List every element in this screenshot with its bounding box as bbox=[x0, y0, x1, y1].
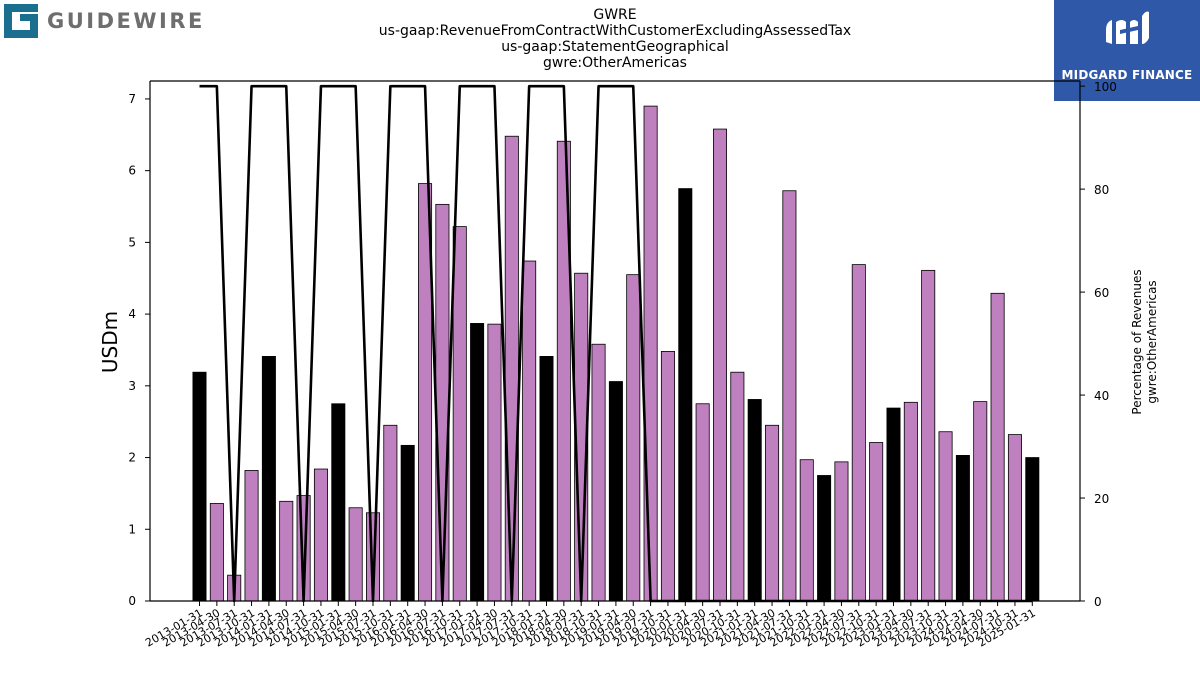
bar-2022-10-31 bbox=[869, 442, 884, 602]
bar-2023-01-31 bbox=[886, 407, 901, 602]
y2-tick-label: 80 bbox=[1094, 183, 1109, 197]
company-logo-text: GUIDEWIRE bbox=[47, 9, 205, 33]
bar-2021-07-31 bbox=[782, 190, 797, 602]
bar-2020-07-31 bbox=[713, 128, 728, 602]
bar-2024-10-31 bbox=[1007, 434, 1022, 602]
y2-tick-label: 100 bbox=[1094, 80, 1117, 94]
y2-tick-label: 40 bbox=[1094, 389, 1109, 403]
bar-2023-10-31 bbox=[938, 431, 953, 602]
bar-2017-01-31 bbox=[470, 323, 485, 602]
bar-2020-01-31 bbox=[678, 188, 693, 602]
bar-2022-07-31 bbox=[851, 264, 866, 602]
brand-logo-text: MIDGARD FINANCE bbox=[1061, 68, 1193, 82]
guidewire-logo-icon bbox=[4, 4, 38, 38]
bar-2024-04-30 bbox=[973, 401, 988, 602]
bar-2025-01-31 bbox=[1025, 457, 1040, 602]
y2-tick-label: 20 bbox=[1094, 492, 1109, 506]
bar-2021-04-30 bbox=[765, 424, 780, 602]
y-tick-label: 1 bbox=[128, 522, 136, 536]
y-axis-right-label-line-1: Percentage of Revenues bbox=[1130, 269, 1144, 414]
y2-tick-label: 60 bbox=[1094, 286, 1109, 300]
company-logo: GUIDEWIRE bbox=[4, 4, 205, 38]
bar-2013-01-31 bbox=[192, 371, 207, 602]
bar-2024-07-31 bbox=[990, 292, 1005, 602]
bar-2019-07-31 bbox=[643, 105, 658, 602]
bar-2013-10-31 bbox=[244, 470, 259, 602]
y-axis-right-label-line-2: gwre:OtherAmericas bbox=[1145, 280, 1159, 403]
y-tick-label: 6 bbox=[128, 164, 136, 178]
bar-2019-01-31 bbox=[608, 381, 623, 602]
bar-2020-10-31 bbox=[730, 371, 745, 602]
y-tick-label: 0 bbox=[128, 594, 136, 608]
bar-2023-07-31 bbox=[921, 269, 936, 602]
brand-logo: MIDGARD FINANCE bbox=[1054, 0, 1200, 101]
y-axis-left-label: USDm bbox=[98, 311, 122, 373]
bar-2024-01-31 bbox=[955, 454, 970, 602]
bar-2015-01-31 bbox=[331, 403, 346, 602]
bar-2015-04-30 bbox=[348, 507, 363, 602]
title-line-axis: us-gaap:StatementGeographical bbox=[501, 39, 729, 55]
bar-2021-10-31 bbox=[799, 459, 814, 602]
bar-2020-04-30 bbox=[695, 403, 710, 602]
title-line-concept: us-gaap:RevenueFromContractWithCustomerE… bbox=[378, 23, 852, 39]
bar-2017-10-31 bbox=[522, 260, 537, 602]
bar-2016-07-31 bbox=[435, 203, 450, 602]
y-tick-label: 4 bbox=[128, 307, 136, 321]
bar-2017-07-31 bbox=[504, 135, 519, 602]
bar-2019-10-31 bbox=[660, 350, 675, 602]
bar-2021-01-31 bbox=[747, 399, 762, 602]
bar-2016-01-31 bbox=[400, 444, 415, 602]
bar-2017-04-30 bbox=[487, 323, 502, 602]
bar-2018-10-31 bbox=[591, 343, 606, 602]
midgard-logo-icon bbox=[1106, 11, 1149, 44]
y-tick-label: 3 bbox=[128, 379, 136, 393]
y2-tick-label: 0 bbox=[1094, 595, 1102, 609]
y-tick-label: 5 bbox=[128, 235, 136, 249]
bar-2013-04-30 bbox=[209, 503, 224, 602]
bar-2014-10-31 bbox=[313, 468, 328, 602]
title-line-member: gwre:OtherAmericas bbox=[543, 55, 687, 71]
bar-2015-10-31 bbox=[383, 424, 398, 602]
bar-2016-10-31 bbox=[452, 226, 467, 602]
bar-2022-04-30 bbox=[834, 461, 849, 602]
bar-2023-04-30 bbox=[903, 401, 918, 602]
chart-title: GWRE us-gaap:RevenueFromContractWithCust… bbox=[300, 7, 930, 71]
bar-2018-01-31 bbox=[539, 356, 554, 602]
y-tick-label: 7 bbox=[128, 92, 136, 106]
bar-2022-01-31 bbox=[817, 475, 832, 602]
title-line-ticker: GWRE bbox=[593, 7, 637, 23]
bar-2014-04-30 bbox=[279, 500, 294, 602]
bar-2014-01-31 bbox=[261, 356, 276, 602]
y-tick-label: 2 bbox=[128, 451, 136, 465]
bar-2019-04-30 bbox=[626, 274, 641, 602]
